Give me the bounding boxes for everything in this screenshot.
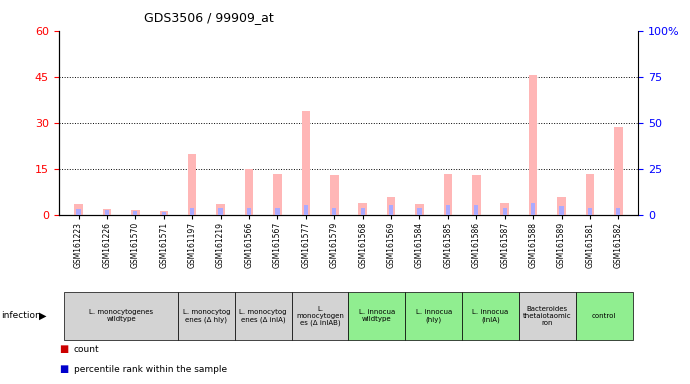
Bar [446, 205, 450, 215]
Bar [275, 208, 279, 215]
Text: ■: ■ [59, 344, 68, 354]
Bar [330, 175, 339, 215]
Bar [131, 210, 139, 215]
Bar [417, 208, 422, 215]
Bar [387, 197, 395, 215]
Text: L. monocytog
enes (Δ hly): L. monocytog enes (Δ hly) [183, 309, 230, 323]
Bar [614, 127, 622, 215]
Bar [332, 208, 337, 215]
Bar [529, 75, 538, 215]
Bar [588, 208, 592, 215]
Bar [273, 174, 282, 215]
Text: Bacteroides
thetaiotaomic
ron: Bacteroides thetaiotaomic ron [523, 306, 571, 326]
Text: L. innocua
wildtype: L. innocua wildtype [359, 310, 395, 322]
Bar [159, 211, 168, 215]
Bar [560, 206, 564, 215]
Bar [75, 204, 83, 215]
Bar [472, 175, 480, 215]
Bar [219, 208, 223, 215]
Bar [161, 212, 166, 215]
Bar [474, 205, 478, 215]
Bar [133, 211, 137, 215]
Bar [361, 208, 365, 215]
Text: L. monocytogenes
wildtype: L. monocytogenes wildtype [89, 310, 153, 322]
Text: ■: ■ [59, 364, 68, 374]
Bar [616, 208, 620, 215]
Text: count: count [74, 345, 99, 354]
Bar [188, 154, 197, 215]
Text: percentile rank within the sample: percentile rank within the sample [74, 365, 227, 374]
Text: L. innocua
(hly): L. innocua (hly) [415, 309, 452, 323]
Text: control: control [592, 313, 616, 319]
Bar [389, 205, 393, 215]
Text: L. monocytog
enes (Δ inlA): L. monocytog enes (Δ inlA) [239, 309, 287, 323]
Bar [558, 197, 566, 215]
Bar [444, 174, 452, 215]
Bar [103, 209, 111, 215]
Bar [358, 203, 367, 215]
Bar [245, 169, 253, 215]
Bar [531, 203, 535, 215]
Bar [190, 208, 195, 215]
Text: L.
monocytogen
es (Δ inlAB): L. monocytogen es (Δ inlAB) [296, 306, 344, 326]
Text: infection: infection [1, 311, 41, 320]
Bar [217, 204, 225, 215]
Text: ▶: ▶ [39, 311, 47, 321]
Bar [415, 204, 424, 215]
Bar [105, 210, 109, 215]
Bar [500, 203, 509, 215]
Bar [302, 111, 310, 215]
Bar [247, 208, 251, 215]
Bar [77, 209, 81, 215]
Bar [304, 205, 308, 215]
Text: GDS3506 / 99909_at: GDS3506 / 99909_at [144, 12, 274, 25]
Bar [502, 208, 507, 215]
Text: L. innocua
(inlA): L. innocua (inlA) [473, 309, 509, 323]
Bar [586, 174, 594, 215]
